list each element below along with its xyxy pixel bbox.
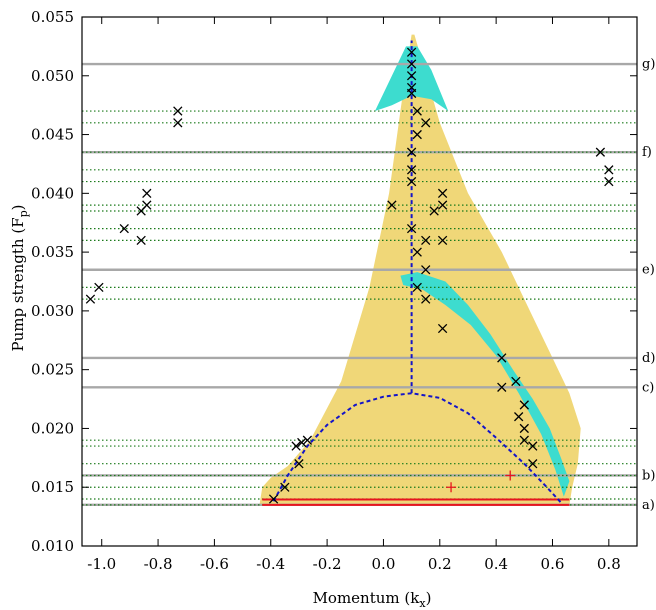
annotation-label-c: c) [642,380,654,395]
x-marker-44 [136,235,146,246]
y-tick-label: 0.045 [31,126,74,144]
x-marker-45 [94,282,104,293]
teal-region-0 [375,46,449,111]
x-axis-label: Momentum (kx) [313,589,432,610]
x-marker-29 [519,435,529,445]
y-axis-label: Pump strength (Fp) [9,204,30,351]
x-marker-42 [136,206,146,216]
x-tick-label: -1.0 [87,555,116,573]
x-marker-11 [387,200,397,210]
reference-lines [82,62,637,507]
x-tick-label: 0.4 [484,555,508,573]
x-marker-19 [421,265,431,275]
x-marker-30 [528,441,538,451]
x-marker-2 [406,71,417,81]
x-tick-label: -0.4 [256,555,285,573]
x-marker-17 [421,235,431,246]
annotation-label-g: g) [642,57,655,72]
x-marker-34 [291,441,301,451]
y-tick-label: 0.015 [31,478,74,496]
x-marker-10 [406,176,417,187]
x-marker-8 [406,147,417,157]
y-tick-label: 0.030 [31,302,74,320]
ticks: -1.0 -0.8 -0.6 -0.4 -0.2 0.0 0.2 0.4 0.6 0.8 0.010… [31,8,637,573]
x-marker-6 [421,118,431,128]
x-tick-label: 0.6 [541,555,565,573]
x-marker-7 [412,129,422,140]
x-marker-25 [497,382,507,392]
blue-dashed-arc [272,392,562,504]
curves [262,40,570,506]
x-marker-16 [437,235,448,246]
x-marker-15 [406,223,417,234]
x-marker-1 [406,59,417,69]
x-marker-38 [173,106,183,116]
x-tick-label: 0.8 [597,555,621,573]
x-marker-9 [406,165,417,175]
y-tick-label: 0.035 [31,243,74,261]
y-tick-label: 0.020 [31,419,74,437]
x-marker-23 [497,353,507,363]
x-marker-4 [406,88,417,99]
x-marker-37 [268,494,279,504]
line-annotations: g) f) e) d) c) b) a) [642,57,655,513]
red-plus-marker-0 [446,482,457,493]
y-tick-label: 0.040 [31,184,74,202]
x-marker-21 [421,294,431,304]
y-tick-label: 0.050 [31,67,74,85]
x-marker-14 [429,206,439,216]
x-marker-36 [280,482,290,492]
x-marker-43 [119,223,129,234]
x-marker-32 [302,435,313,445]
x-tick-label: -0.6 [200,555,229,573]
x-marker-40 [142,188,152,198]
annotation-label-d: d) [642,351,655,366]
x-marker-49 [604,176,614,187]
markers [85,47,614,504]
x-marker-28 [519,423,529,434]
x-marker-35 [294,459,304,469]
axes-frame [81,16,638,547]
x-marker-47 [595,147,606,157]
x-marker-39 [173,118,183,128]
x-marker-20 [412,282,422,293]
x-marker-46 [85,294,96,304]
x-marker-0 [406,47,417,57]
x-tick-label: -0.8 [144,555,173,573]
annotation-label-a: a) [642,498,655,513]
x-marker-18 [412,247,422,257]
x-marker-27 [514,412,524,422]
annotation-label-f: f) [642,145,652,160]
y-tick-label: 0.010 [31,537,74,555]
annotation-label-e: e) [642,263,655,278]
x-tick-label: 0.0 [372,555,396,573]
x-marker-26 [519,400,529,410]
x-marker-12 [437,188,448,198]
x-marker-33 [297,437,307,448]
x-marker-48 [604,165,614,175]
x-marker-24 [511,376,521,387]
x-tick-label: 0.2 [428,555,452,573]
x-marker-5 [412,106,422,116]
x-marker-22 [437,323,448,334]
x-tick-label: -0.2 [313,555,342,573]
x-marker-13 [437,200,448,210]
red-plus-marker-1 [505,470,516,481]
x-marker-31 [528,459,538,469]
y-tick-label: 0.055 [31,8,74,26]
y-tick-label: 0.025 [31,361,74,379]
annotation-label-b: b) [642,468,655,483]
plot-frame [81,16,638,547]
